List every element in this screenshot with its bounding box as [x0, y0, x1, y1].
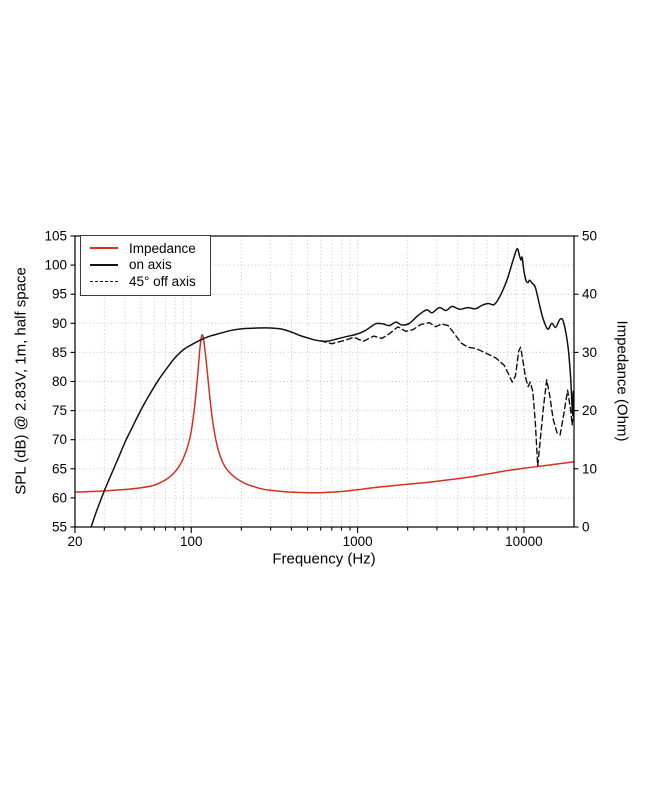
y-right-tick-label: 10 [582, 461, 597, 476]
y-left-tick-label: 80 [52, 374, 67, 389]
y-left-tick-label: 60 [52, 490, 67, 505]
legend-label: 45° off axis [129, 273, 196, 289]
y-right-tick-label: 20 [582, 403, 597, 418]
axis-ticks [70, 235, 579, 533]
series-curve-2 [320, 322, 574, 467]
y-right-tick-label: 40 [582, 287, 597, 302]
x-tick-label: 1000 [343, 534, 373, 549]
legend-label: on axis [129, 257, 172, 273]
impedance-line-sample [90, 247, 118, 250]
off-axis-line-sample [90, 280, 118, 282]
legend-item-on-axis: on axis [90, 257, 196, 273]
y-left-tick-label: 100 [44, 258, 67, 273]
x-tick-label: 10000 [505, 534, 543, 549]
y-axis-right-title: Impedance (Ohm) [613, 320, 631, 442]
x-tick-label: 20 [67, 534, 82, 549]
y-left-tick-label: 65 [52, 461, 67, 476]
legend-label: Impedance [129, 240, 196, 256]
series-curve-0 [75, 333, 574, 494]
x-tick-label: 100 [180, 534, 203, 549]
y-left-tick-label: 55 [52, 520, 67, 535]
y-left-tick-label: 105 [44, 229, 67, 244]
y-left-tick-label: 85 [52, 345, 67, 360]
y-left-tick-label: 75 [52, 403, 67, 418]
x-axis-title: Frequency (Hz) [272, 550, 376, 568]
legend: Impedance on axis 45° off axis [80, 235, 211, 296]
series-curve-1 [90, 248, 574, 527]
axis-tick-labels: 55 60 65 70 75 80 85 90 95 100 105 0 10 20 30 40 50 20 100… [44, 229, 597, 550]
y-left-tick-label: 90 [52, 316, 67, 331]
y-right-tick-label: 30 [582, 345, 597, 360]
legend-item-45-off-axis: 45° off axis [90, 274, 196, 289]
data-curves [75, 248, 574, 527]
y-right-tick-label: 50 [582, 229, 597, 244]
y-left-tick-label: 95 [52, 287, 67, 302]
legend-item-impedance: Impedance [90, 241, 196, 256]
y-axis-left-title: SPL (dB) @ 2.83V, 1m, half space [12, 267, 30, 495]
y-right-tick-label: 0 [582, 520, 590, 535]
on-axis-line-sample [90, 263, 118, 266]
y-left-tick-label: 70 [52, 432, 67, 447]
